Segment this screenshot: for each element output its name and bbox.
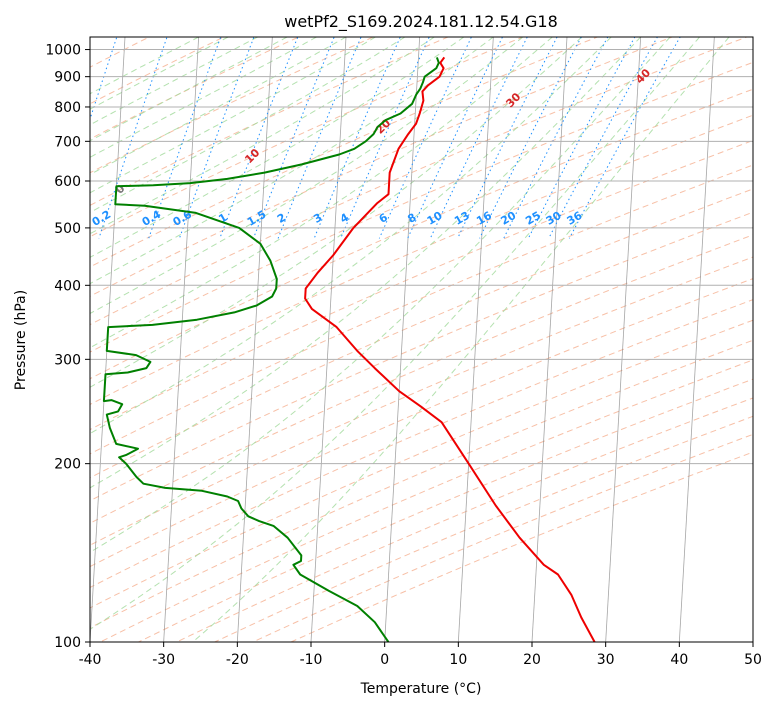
y-tick-label: 200 (54, 457, 81, 473)
mixing-ratio-line (178, 37, 255, 239)
isotherm-line (531, 37, 568, 642)
y-axis: 1000 900 800 700 600 500 400 300 200 100 (45, 43, 90, 651)
x-tick-label: 30 (597, 652, 615, 668)
mixing-ratio-line (98, 37, 168, 239)
moist-adiabat-line (90, 37, 553, 349)
mixing-ratio-line (429, 37, 528, 239)
isotherm-line (310, 37, 347, 642)
profile-lines (102, 56, 596, 642)
moist-adiabat-line (90, 37, 700, 630)
dry-adiabat-line (90, 37, 300, 140)
y-axis-label: Pressure (hPa) (13, 290, 29, 390)
dry-adiabat-line (90, 37, 749, 326)
isotherm-line (457, 37, 494, 642)
chart-title: wetPf2_S169.2024.181.12.54.G18 (284, 12, 558, 32)
mixing-ratio-line (219, 37, 299, 239)
plot-frame (89, 36, 754, 643)
isotherm-line (236, 37, 273, 642)
moist-adiabat-line (90, 37, 199, 95)
x-tick-label: -20 (226, 652, 249, 668)
x-tick-label: -40 (79, 652, 102, 668)
dry-adiabat-line (90, 61, 753, 353)
x-tick-label: 0 (380, 652, 389, 668)
mixing-ratio-line (277, 37, 362, 239)
x-axis-label: Temperature (°C) (360, 681, 482, 697)
moist-adiabat-line (90, 37, 229, 110)
x-tick-label: 50 (744, 652, 762, 668)
moist-adiabat-line (90, 37, 465, 258)
dry-adiabat-line (90, 37, 599, 268)
x-tick-label: 40 (670, 652, 688, 668)
y-tick-label: 700 (54, 134, 81, 150)
x-axis: -40 -30 -20 -10 0 10 20 30 40 50 (79, 642, 762, 668)
dry-adiabat-line (99, 359, 753, 642)
dry-adiabat-line (90, 164, 753, 455)
dry-adiabat-line (90, 211, 753, 502)
moist-adiabat-line (90, 37, 524, 315)
moist-adiabat-line (90, 37, 258, 126)
temperature-profile-line (304, 56, 596, 642)
mixing-ratio-line (340, 37, 430, 239)
moist-adiabat-line (192, 37, 730, 642)
y-tick-label: 900 (54, 70, 81, 86)
dry-adiabat-line (90, 256, 753, 546)
moist-adiabat-line (90, 37, 612, 435)
dry-adiabat-line (90, 37, 375, 174)
y-tick-label: 500 (54, 221, 81, 237)
x-tick-label: 20 (523, 652, 541, 668)
x-tick-label: -10 (300, 652, 323, 668)
background-lines (90, 37, 753, 642)
dewpoint-profile-line (102, 57, 440, 642)
y-tick-label: 300 (54, 352, 81, 368)
dry-adiabat-line (90, 88, 753, 380)
isotherm-line (384, 37, 421, 642)
x-tick-label: 10 (449, 652, 467, 668)
dry-adiabat-line (90, 319, 753, 609)
y-tick-label: 600 (54, 174, 81, 190)
dry-adiabat-line (90, 37, 674, 297)
mixing-ratio-line (457, 37, 558, 239)
y-tick-label: 100 (54, 635, 81, 651)
mixing-ratio-line (527, 37, 636, 239)
dry-adiabat-line (90, 299, 753, 589)
mixing-ratio-line (252, 37, 335, 239)
y-tick-label: 400 (54, 278, 81, 294)
isotherm-line (605, 37, 642, 642)
mixing-ratio-line (148, 37, 222, 239)
moist-adiabat-line (90, 37, 583, 388)
y-tick-label: 1000 (45, 43, 81, 59)
moist-adiabat-line (90, 37, 642, 489)
x-tick-label: -30 (152, 652, 175, 668)
moist-adiabat-line (90, 37, 288, 142)
mixing-ratio-line (407, 37, 504, 239)
y-tick-label: 800 (54, 100, 81, 116)
mixing-ratio-line (378, 37, 472, 239)
dry-adiabat-line (90, 37, 524, 238)
isotherm-line (678, 37, 715, 642)
dry-adiabat-line (90, 278, 753, 568)
isotherm-line (163, 37, 200, 642)
moist-adiabat-line (90, 37, 376, 194)
mixing-ratio-line (313, 37, 401, 239)
